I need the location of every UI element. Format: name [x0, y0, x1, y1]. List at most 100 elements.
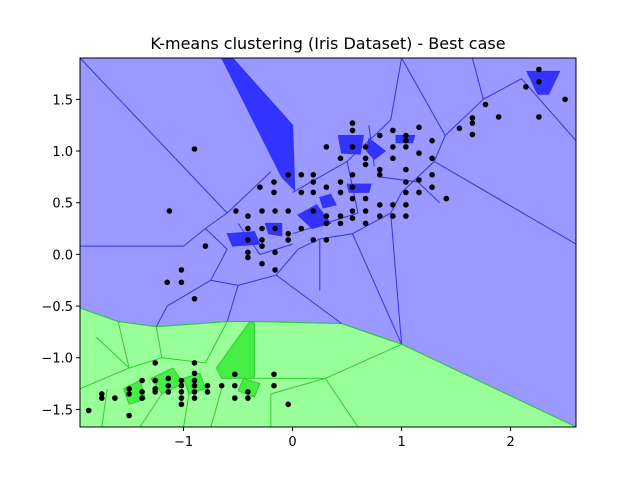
data-point: [164, 279, 170, 286]
voronoi-edge-green: [96, 336, 130, 369]
voronoi-edge-blue: [210, 279, 239, 286]
voronoi-edge-blue: [237, 274, 277, 286]
data-point: [456, 125, 463, 132]
x-axis: −1 0 1 2: [174, 427, 515, 450]
data-point: [191, 146, 198, 152]
data-point: [272, 267, 278, 273]
cluster-region-green: [80, 307, 576, 427]
data-point: [349, 127, 356, 134]
voronoi-edge-blue: [417, 181, 441, 204]
voronoi-edges: [80, 58, 576, 427]
data-point: [362, 155, 369, 162]
data-point: [298, 189, 305, 196]
voronoi-edge-blue: [434, 160, 576, 245]
data-point: [126, 391, 132, 397]
voronoi-edge-blue: [226, 171, 272, 214]
voronoi-edge-green: [210, 388, 223, 427]
data-point: [112, 395, 118, 401]
voronoi-edge-blue: [352, 233, 403, 345]
data-point: [403, 189, 409, 196]
voronoi-edge-green: [325, 343, 402, 379]
data-point: [337, 179, 344, 185]
voronoi-edge-blue: [368, 125, 375, 167]
data-point: [403, 144, 409, 150]
data-point: [429, 155, 435, 162]
data-point: [362, 161, 369, 168]
y-tick-label: −1.5: [41, 403, 73, 418]
data-point: [99, 395, 105, 401]
data-point: [416, 177, 422, 183]
dense-cell-blue: [221, 58, 296, 192]
data-point: [204, 389, 211, 395]
data-point: [259, 260, 265, 267]
data-point: [536, 66, 542, 73]
data-point: [495, 114, 502, 120]
data-point: [469, 131, 476, 138]
data-point: [323, 220, 330, 227]
voronoi-edge-blue: [390, 212, 403, 345]
data-point: [85, 407, 92, 414]
data-point: [362, 220, 369, 227]
voronoi-edge-blue: [259, 243, 293, 255]
y-tick-label: 0.5: [52, 197, 73, 212]
data-point: [166, 208, 173, 214]
data-point: [416, 189, 422, 196]
x-tick-label: 0: [288, 435, 296, 450]
data-point: [390, 127, 396, 134]
data-point: [482, 101, 489, 108]
data-point: [469, 115, 476, 121]
voronoi-edge-blue: [275, 248, 299, 276]
data-point: [310, 172, 317, 178]
data-point: [245, 237, 251, 243]
data-point: [349, 172, 356, 178]
data-point: [152, 360, 158, 366]
data-point: [178, 395, 185, 401]
x-tick-label: 2: [506, 435, 514, 450]
data-point: [390, 155, 396, 162]
voronoi-edge-green: [161, 357, 206, 364]
voronoi-edge-blue: [80, 58, 228, 214]
voronoi-edge-green: [117, 321, 130, 369]
data-point: [416, 150, 422, 156]
data-point: [126, 412, 132, 419]
voronoi-edge-blue: [205, 228, 228, 250]
data-point: [536, 79, 542, 85]
data-point: [377, 166, 383, 173]
data-point: [245, 389, 251, 395]
data-point: [232, 395, 238, 401]
data-point: [390, 202, 396, 208]
voronoi-edge-blue: [226, 285, 239, 322]
voronoi-edge-blue: [433, 135, 446, 162]
voronoi-edge-blue: [352, 212, 391, 235]
data-point: [165, 382, 172, 389]
data-point: [285, 230, 292, 237]
data-point: [323, 184, 330, 190]
data-point: [271, 382, 277, 389]
data-point: [310, 179, 317, 185]
data-point: [349, 195, 356, 202]
data-point: [178, 279, 185, 286]
data-point: [126, 386, 132, 392]
data-point: [416, 124, 422, 131]
data-point: [165, 375, 172, 382]
data-point: [429, 137, 435, 144]
data-point: [152, 377, 158, 384]
data-point: [139, 377, 145, 384]
data-point: [377, 202, 383, 208]
data-point: [298, 225, 305, 232]
data-point: [337, 155, 344, 162]
data-point: [349, 144, 356, 150]
data-point: [429, 184, 435, 190]
data-point: [178, 267, 185, 273]
data-point: [536, 114, 542, 120]
data-point: [272, 249, 278, 256]
data-point: [204, 382, 211, 389]
data-point: [337, 213, 344, 219]
dense-cell-green: [215, 322, 255, 379]
data-point: [245, 213, 251, 219]
data-point: [337, 189, 344, 196]
voronoi-edge-blue: [390, 192, 403, 214]
voronoi-edge-green: [270, 377, 326, 395]
data-point: [259, 208, 265, 214]
